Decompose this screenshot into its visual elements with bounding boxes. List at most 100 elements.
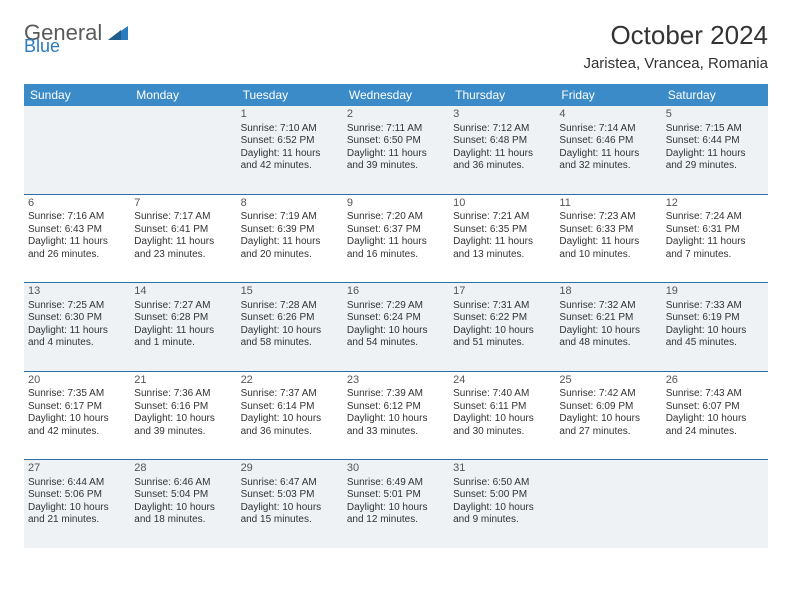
day-number: 28 <box>134 462 232 476</box>
daylight-text: Daylight: 10 hours <box>28 502 126 515</box>
sunrise-text: Sunrise: 7:27 AM <box>134 300 232 313</box>
sunrise-text: Sunrise: 6:44 AM <box>28 477 126 490</box>
daylight-text: and 10 minutes. <box>559 249 657 262</box>
sunrise-text: Sunrise: 7:11 AM <box>347 123 445 136</box>
day-number: 22 <box>241 374 339 388</box>
day-cell: 19Sunrise: 7:33 AMSunset: 6:19 PMDayligh… <box>662 283 768 371</box>
daylight-text: Daylight: 11 hours <box>666 236 764 249</box>
day-cell: 25Sunrise: 7:42 AMSunset: 6:09 PMDayligh… <box>555 372 661 460</box>
day-number: 14 <box>134 285 232 299</box>
week-row: 6Sunrise: 7:16 AMSunset: 6:43 PMDaylight… <box>24 195 768 283</box>
sunrise-text: Sunrise: 7:25 AM <box>28 300 126 313</box>
sunrise-text: Sunrise: 7:24 AM <box>666 211 764 224</box>
sunset-text: Sunset: 5:00 PM <box>453 489 551 502</box>
sunrise-text: Sunrise: 7:16 AM <box>28 211 126 224</box>
daylight-text: Daylight: 10 hours <box>666 413 764 426</box>
sunrise-text: Sunrise: 7:35 AM <box>28 388 126 401</box>
day-number: 6 <box>28 197 126 211</box>
daylight-text: Daylight: 11 hours <box>666 148 764 161</box>
logo: General Blue <box>24 20 128 46</box>
day-cell <box>24 106 130 194</box>
day-cell: 24Sunrise: 7:40 AMSunset: 6:11 PMDayligh… <box>449 372 555 460</box>
day-cell: 31Sunrise: 6:50 AMSunset: 5:00 PMDayligh… <box>449 460 555 548</box>
sunset-text: Sunset: 5:01 PM <box>347 489 445 502</box>
sunset-text: Sunset: 6:52 PM <box>241 135 339 148</box>
sunset-text: Sunset: 6:48 PM <box>453 135 551 148</box>
sunrise-text: Sunrise: 7:40 AM <box>453 388 551 401</box>
day-number: 27 <box>28 462 126 476</box>
daylight-text: Daylight: 10 hours <box>347 413 445 426</box>
day-cell: 13Sunrise: 7:25 AMSunset: 6:30 PMDayligh… <box>24 283 130 371</box>
calendar-table: Sunday Monday Tuesday Wednesday Thursday… <box>24 84 768 548</box>
daylight-text: Daylight: 10 hours <box>28 413 126 426</box>
sunrise-text: Sunrise: 6:49 AM <box>347 477 445 490</box>
day-number: 15 <box>241 285 339 299</box>
sunrise-text: Sunrise: 7:10 AM <box>241 123 339 136</box>
sunset-text: Sunset: 5:04 PM <box>134 489 232 502</box>
day-number: 18 <box>559 285 657 299</box>
sunset-text: Sunset: 6:17 PM <box>28 401 126 414</box>
sunrise-text: Sunrise: 6:47 AM <box>241 477 339 490</box>
sunrise-text: Sunrise: 7:12 AM <box>453 123 551 136</box>
daylight-text: and 1 minute. <box>134 337 232 350</box>
daylight-text: and 27 minutes. <box>559 426 657 439</box>
day-number: 13 <box>28 285 126 299</box>
week-row: 20Sunrise: 7:35 AMSunset: 6:17 PMDayligh… <box>24 372 768 460</box>
day-number: 23 <box>347 374 445 388</box>
day-number: 12 <box>666 197 764 211</box>
sunrise-text: Sunrise: 7:17 AM <box>134 211 232 224</box>
daylight-text: Daylight: 11 hours <box>28 325 126 338</box>
daylight-text: Daylight: 11 hours <box>134 236 232 249</box>
sunrise-text: Sunrise: 7:43 AM <box>666 388 764 401</box>
day-number: 17 <box>453 285 551 299</box>
sunrise-text: Sunrise: 7:20 AM <box>347 211 445 224</box>
daylight-text: and 30 minutes. <box>453 426 551 439</box>
sunrise-text: Sunrise: 7:42 AM <box>559 388 657 401</box>
daylight-text: and 48 minutes. <box>559 337 657 350</box>
daylight-text: Daylight: 11 hours <box>453 236 551 249</box>
day-cell: 7Sunrise: 7:17 AMSunset: 6:41 PMDaylight… <box>130 195 236 283</box>
daylight-text: and 36 minutes. <box>453 160 551 173</box>
day-cell: 20Sunrise: 7:35 AMSunset: 6:17 PMDayligh… <box>24 372 130 460</box>
day-cell: 29Sunrise: 6:47 AMSunset: 5:03 PMDayligh… <box>237 460 343 548</box>
daylight-text: Daylight: 11 hours <box>453 148 551 161</box>
sunset-text: Sunset: 6:41 PM <box>134 224 232 237</box>
daylight-text: and 21 minutes. <box>28 514 126 527</box>
daylight-text: Daylight: 11 hours <box>347 236 445 249</box>
day-number: 30 <box>347 462 445 476</box>
sunset-text: Sunset: 6:11 PM <box>453 401 551 414</box>
day-cell: 17Sunrise: 7:31 AMSunset: 6:22 PMDayligh… <box>449 283 555 371</box>
daylight-text: Daylight: 11 hours <box>241 236 339 249</box>
daylight-text: and 58 minutes. <box>241 337 339 350</box>
sunset-text: Sunset: 6:24 PM <box>347 312 445 325</box>
day-number: 11 <box>559 197 657 211</box>
sunset-text: Sunset: 6:14 PM <box>241 401 339 414</box>
sunset-text: Sunset: 6:50 PM <box>347 135 445 148</box>
daylight-text: and 39 minutes. <box>347 160 445 173</box>
daylight-text: and 24 minutes. <box>666 426 764 439</box>
daylight-text: and 39 minutes. <box>134 426 232 439</box>
sunrise-text: Sunrise: 7:21 AM <box>453 211 551 224</box>
day-cell: 9Sunrise: 7:20 AMSunset: 6:37 PMDaylight… <box>343 195 449 283</box>
day-number: 31 <box>453 462 551 476</box>
sunset-text: Sunset: 6:30 PM <box>28 312 126 325</box>
sunset-text: Sunset: 6:46 PM <box>559 135 657 148</box>
day-number: 25 <box>559 374 657 388</box>
day-number: 3 <box>453 108 551 122</box>
day-cell <box>555 460 661 548</box>
sunrise-text: Sunrise: 7:14 AM <box>559 123 657 136</box>
daylight-text: and 42 minutes. <box>28 426 126 439</box>
daylight-text: and 45 minutes. <box>666 337 764 350</box>
day-cell: 10Sunrise: 7:21 AMSunset: 6:35 PMDayligh… <box>449 195 555 283</box>
day-number: 21 <box>134 374 232 388</box>
day-number: 1 <box>241 108 339 122</box>
day-cell: 28Sunrise: 6:46 AMSunset: 5:04 PMDayligh… <box>130 460 236 548</box>
daylight-text: Daylight: 11 hours <box>559 236 657 249</box>
day-number: 7 <box>134 197 232 211</box>
sunset-text: Sunset: 6:31 PM <box>666 224 764 237</box>
day-number: 19 <box>666 285 764 299</box>
sunset-text: Sunset: 6:26 PM <box>241 312 339 325</box>
daylight-text: Daylight: 11 hours <box>134 325 232 338</box>
sunset-text: Sunset: 6:33 PM <box>559 224 657 237</box>
sunset-text: Sunset: 6:19 PM <box>666 312 764 325</box>
